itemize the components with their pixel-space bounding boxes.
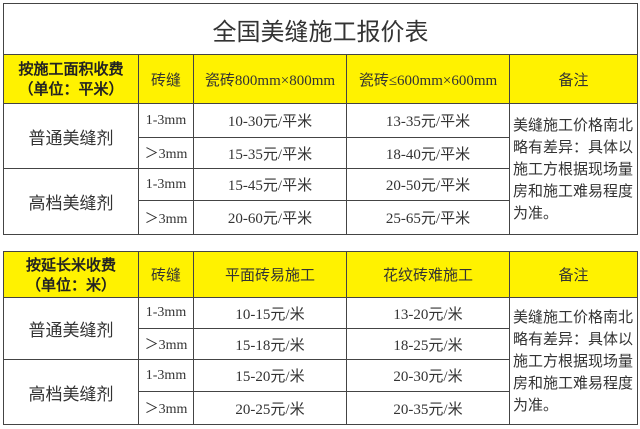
price-cell: 13-20元/米	[346, 297, 510, 329]
gap-cell: 1-3mm	[138, 103, 194, 138]
header-billing-area: 按施工面积收费 （单位：平米）	[3, 54, 139, 104]
product-name: 普通美缝剂	[3, 297, 139, 360]
price-cell: 13-35元/平米	[346, 103, 510, 138]
table-row: ＞3mm 15-35元/平米 18-40元/平米	[4, 137, 638, 169]
price-cell: 20-50元/平米	[346, 168, 510, 201]
price-cell: 20-35元/米	[346, 391, 510, 425]
price-cell: 15-35元/平米	[193, 137, 347, 169]
header-col2: 花纹砖难施工	[346, 251, 510, 298]
header-line1: 按施工面积收费	[18, 60, 124, 78]
gap-cell: 1-3mm	[138, 359, 194, 392]
table-row: ＞3mm 20-60元/平米 25-65元/平米	[4, 200, 638, 235]
gap-cell: 1-3mm	[138, 297, 194, 329]
price-cell: 25-65元/平米	[346, 200, 510, 235]
price-cell: 10-15元/米	[193, 297, 347, 329]
header-col1: 平面砖易施工	[193, 251, 347, 298]
product-name: 普通美缝剂	[3, 103, 139, 169]
gap-cell: ＞3mm	[138, 137, 194, 169]
table-row: ＞3mm 15-18元/米 18-25元/米	[4, 328, 638, 360]
note-cell: 美缝施工价格南北略有差异：具体以施工方根据现场量房和施工难易程度为准。	[509, 297, 638, 425]
area-price-table: 全国美缝施工报价表 按施工面积收费 （单位：平米） 砖缝 瓷砖800mm×800m…	[2, 3, 639, 235]
gap-cell: ＞3mm	[138, 200, 194, 235]
header-note: 备注	[508, 54, 639, 104]
price-cell: 20-25元/米	[193, 391, 347, 425]
header-note: 备注	[509, 251, 638, 298]
price-cell: 15-20元/米	[193, 359, 347, 392]
header-col1: 瓷砖800mm×800mm	[193, 54, 347, 104]
header-line2: （单位：平米）	[18, 80, 124, 98]
page-title: 全国美缝施工报价表	[2, 3, 639, 55]
table-row: 高档美缝剂 1-3mm 15-20元/米 20-30元/米	[3, 359, 638, 425]
header-gap: 砖缝	[138, 251, 194, 298]
price-cell: 18-40元/平米	[346, 137, 510, 169]
product-name: 高档美缝剂	[3, 168, 139, 235]
price-cell: 18-25元/米	[346, 328, 510, 360]
gap-cell: 1-3mm	[138, 168, 194, 201]
note-cell: 美缝施工价格南北略有差异：具体以施工方根据现场量房和施工难易程度为准。	[508, 103, 639, 235]
price-cell: 20-60元/平米	[193, 200, 347, 235]
price-cell: 10-30元/平米	[193, 103, 347, 138]
table-row: 普通美缝剂 1-3mm 10-30元/平米 13-35元/平米 美缝施工价格南北…	[3, 103, 639, 235]
table-row: ＞3mm 20-25元/米 20-35元/米	[4, 391, 638, 425]
price-cell: 15-45元/平米	[193, 168, 347, 201]
gap-cell: ＞3mm	[138, 328, 194, 360]
header-gap: 砖缝	[138, 54, 194, 104]
header-line2: （单位：米）	[25, 275, 116, 294]
table-row: 普通美缝剂 1-3mm 10-15元/米 13-20元/米 美缝施工价格南北略有…	[3, 297, 638, 425]
product-name: 高档美缝剂	[3, 359, 139, 425]
header-line1: 按延长米收费	[25, 255, 116, 274]
header-col2: 瓷砖≤600mm×600mm	[346, 54, 510, 104]
table-row: 高档美缝剂 1-3mm 15-45元/平米 20-50元/平米	[3, 168, 638, 235]
gap-cell: ＞3mm	[138, 391, 194, 425]
length-price-table: 按延长米收费 （单位：米） 砖缝 平面砖易施工 花纹砖难施工 备注 普通美缝剂 1…	[3, 251, 638, 425]
header-billing-length: 按延长米收费 （单位：米）	[3, 251, 139, 298]
price-cell: 20-30元/米	[346, 359, 510, 392]
price-cell: 15-18元/米	[193, 328, 347, 360]
